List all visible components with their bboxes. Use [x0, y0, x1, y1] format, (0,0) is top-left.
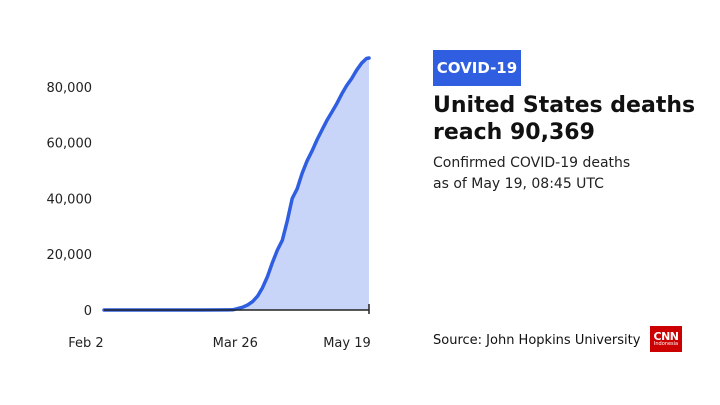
headline: United States deaths reach 90,369	[433, 92, 713, 146]
area-fill	[104, 58, 369, 310]
subtitle: Confirmed COVID-19 deaths as of May 19, …	[433, 153, 713, 195]
cnn-indonesia-logo: CNN Indonesia	[650, 326, 682, 352]
y-tick-label: 0	[84, 304, 92, 319]
series-line	[102, 56, 371, 312]
covid-badge: COVID-19	[433, 50, 521, 86]
logo-text: CNN	[653, 330, 680, 343]
y-tick-label: 80,000	[47, 81, 93, 96]
subtitle-line-1: Confirmed COVID-19 deaths	[433, 155, 631, 171]
source-credit: Source: John Hopkins University	[433, 333, 641, 348]
y-tick-label: 20,000	[47, 248, 93, 263]
y-tick-label: 60,000	[47, 137, 93, 152]
y-tick-label: 40,000	[47, 192, 93, 207]
subtitle-line-2: as of May 19, 08:45 UTC	[433, 176, 604, 192]
headline-line-2: reach 90,369	[433, 120, 595, 145]
headline-line-1: United States deaths	[433, 93, 696, 118]
x-tick-label: Feb 2	[68, 336, 103, 351]
x-tick-label: May 19	[323, 336, 371, 351]
x-tick-label: Mar 26	[213, 336, 258, 351]
logo-subtext: Indonesia	[653, 341, 679, 347]
deaths-area-chart: 0 20,000 40,000 60,000 80,000 Feb 2 Mar 26 May…	[47, 56, 371, 351]
